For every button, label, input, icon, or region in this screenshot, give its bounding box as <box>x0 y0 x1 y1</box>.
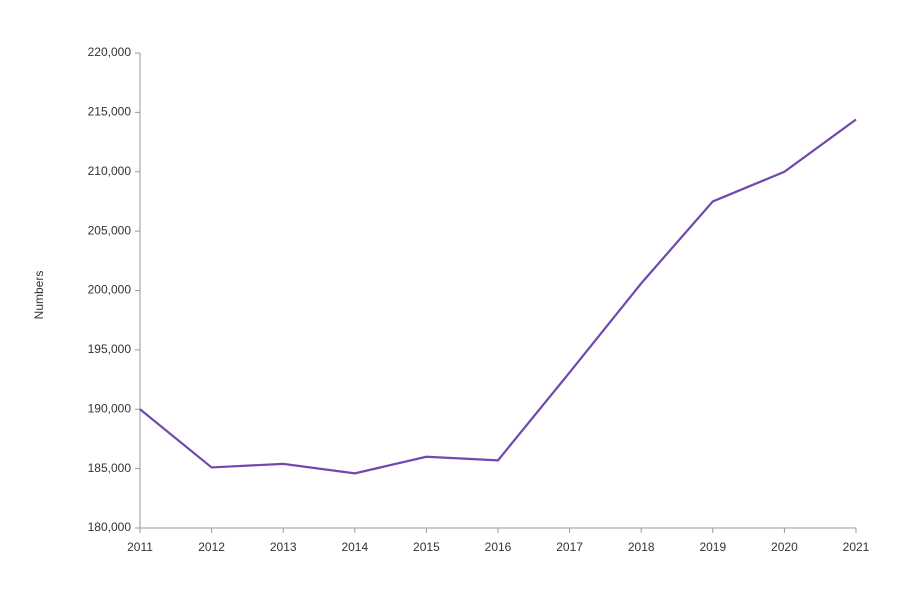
y-tick-label: 220,000 <box>88 45 132 59</box>
y-tick-label: 200,000 <box>88 283 132 297</box>
y-tick-label: 185,000 <box>88 461 132 475</box>
y-tick-label: 215,000 <box>88 105 132 119</box>
x-tick-label: 2017 <box>556 540 583 554</box>
x-tick-label: 2021 <box>843 540 870 554</box>
y-tick-label: 205,000 <box>88 223 132 237</box>
x-tick-label: 2012 <box>198 540 225 554</box>
y-tick-label: 195,000 <box>88 342 132 356</box>
x-tick-label: 2013 <box>270 540 297 554</box>
line-series <box>139 118 857 475</box>
y-axis-label: Numbers <box>32 271 46 320</box>
x-tick-label: 2018 <box>628 540 655 554</box>
y-tick-label: 180,000 <box>88 520 132 534</box>
x-tick-label: 2014 <box>341 540 368 554</box>
x-tick-label: 2019 <box>699 540 726 554</box>
x-tick-label: 2020 <box>771 540 798 554</box>
x-tick-label: 2016 <box>485 540 512 554</box>
y-tick-label: 210,000 <box>88 164 132 178</box>
x-tick-label: 2015 <box>413 540 440 554</box>
y-tick-label: 190,000 <box>88 401 132 415</box>
x-tick-label: 2011 <box>127 540 153 554</box>
